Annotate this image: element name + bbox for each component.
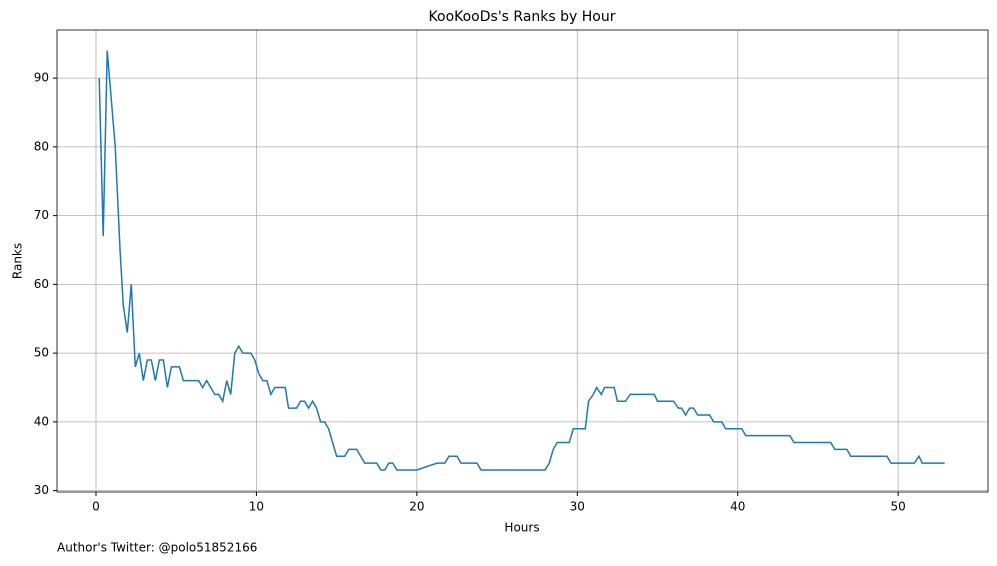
x-tick-label: 10: [249, 500, 264, 514]
x-tick-label: 0: [92, 500, 100, 514]
x-axis-label: Hours: [504, 521, 539, 535]
y-tick-label: 50: [34, 346, 49, 360]
x-tick-label: 30: [570, 500, 585, 514]
chart-title: KooKooDs's Ranks by Hour: [429, 9, 616, 25]
x-tick-label: 50: [891, 500, 906, 514]
footer: Author's Twitter: @polo51852166: [57, 541, 257, 555]
y-tick-label: 70: [34, 208, 49, 222]
y-tick-label: 30: [34, 483, 49, 497]
data-line: [98, 50, 945, 471]
y-tick-label: 40: [34, 414, 49, 428]
y-tick-label: 60: [34, 277, 49, 291]
plot-frame: [56, 29, 989, 493]
y-tick-label: 90: [34, 71, 49, 85]
x-tick-label: 20: [409, 500, 424, 514]
y-tick-label: 80: [34, 139, 49, 153]
y-axis-label: Ranks: [11, 243, 25, 279]
x-tick-label: 40: [730, 500, 745, 514]
